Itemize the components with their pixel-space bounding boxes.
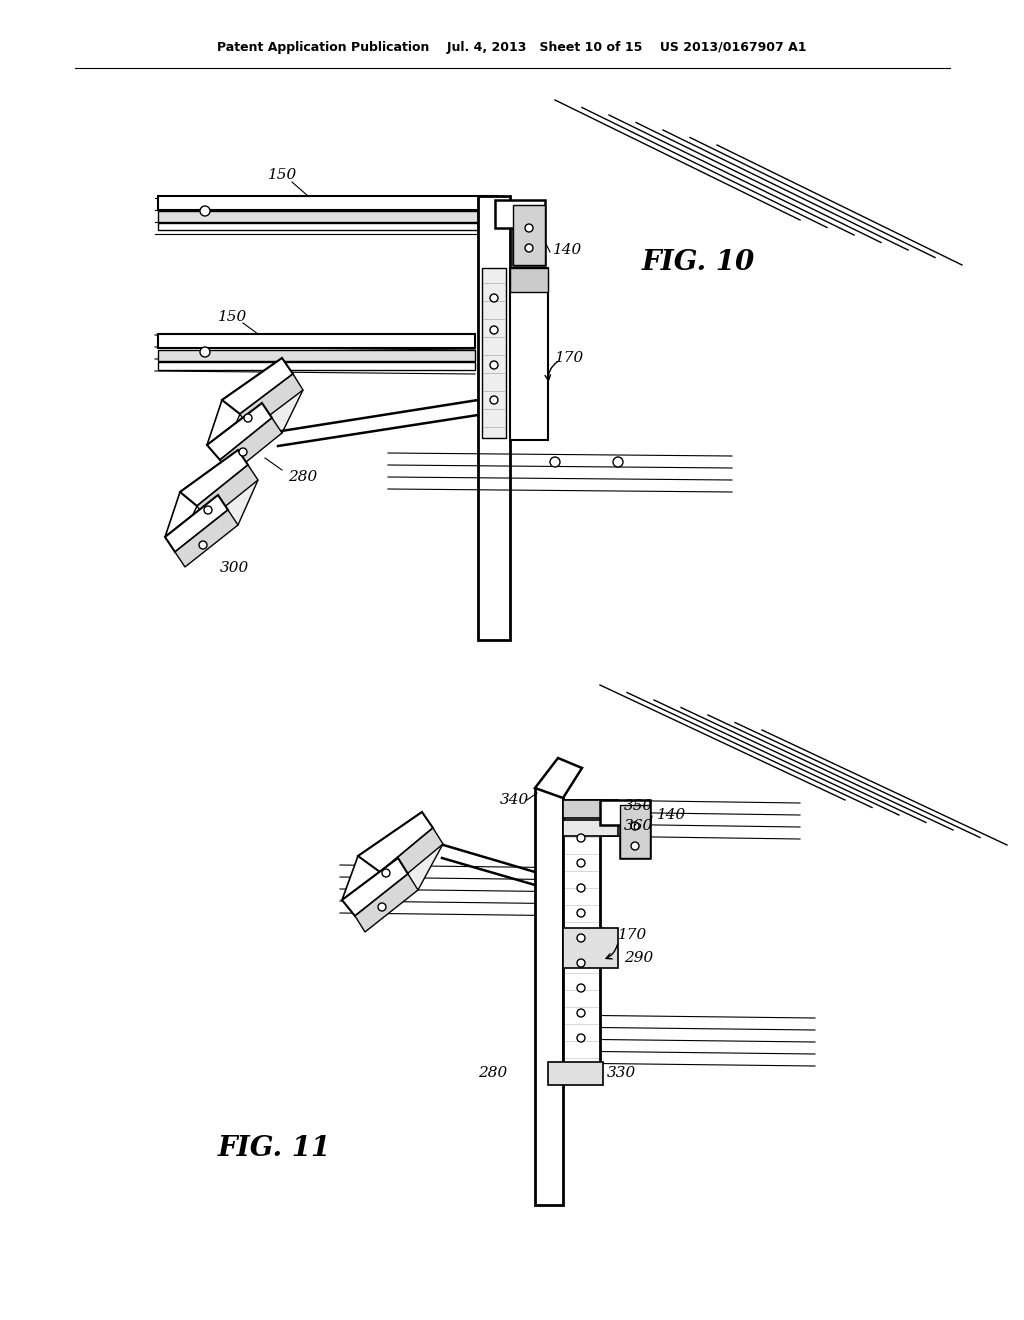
Text: Patent Application Publication    Jul. 4, 2013   Sheet 10 of 15    US 2013/01679: Patent Application Publication Jul. 4, 2… — [217, 41, 807, 54]
Text: 340: 340 — [500, 793, 529, 807]
Circle shape — [378, 903, 386, 911]
Text: FIG. 10: FIG. 10 — [642, 248, 756, 276]
Polygon shape — [207, 403, 272, 459]
Text: 330: 330 — [607, 1067, 636, 1080]
Polygon shape — [478, 195, 510, 640]
Polygon shape — [207, 358, 282, 445]
Text: 170: 170 — [555, 351, 585, 366]
Circle shape — [490, 360, 498, 370]
Circle shape — [200, 347, 210, 356]
Polygon shape — [342, 812, 422, 900]
Polygon shape — [165, 495, 228, 552]
Circle shape — [577, 1034, 585, 1041]
Text: 280: 280 — [478, 1067, 507, 1080]
Polygon shape — [535, 788, 563, 1205]
Circle shape — [577, 834, 585, 842]
Circle shape — [525, 244, 534, 252]
Text: 280: 280 — [288, 470, 317, 484]
Text: 300: 300 — [220, 561, 249, 576]
Circle shape — [550, 457, 560, 467]
Polygon shape — [158, 223, 497, 230]
Text: 140: 140 — [657, 808, 686, 822]
Polygon shape — [535, 758, 582, 799]
Polygon shape — [158, 350, 475, 360]
Polygon shape — [620, 805, 650, 858]
Polygon shape — [380, 828, 443, 888]
Circle shape — [382, 869, 390, 876]
Polygon shape — [600, 800, 650, 858]
Polygon shape — [158, 362, 475, 370]
Circle shape — [200, 206, 210, 216]
Circle shape — [244, 414, 252, 422]
Circle shape — [199, 541, 207, 549]
Polygon shape — [165, 450, 238, 537]
Circle shape — [577, 884, 585, 892]
Text: 170: 170 — [618, 928, 647, 942]
Circle shape — [490, 396, 498, 404]
Text: 150: 150 — [268, 168, 297, 182]
Polygon shape — [355, 874, 418, 932]
Circle shape — [613, 457, 623, 467]
Circle shape — [525, 224, 534, 232]
Circle shape — [204, 506, 212, 513]
Text: 350: 350 — [624, 799, 653, 813]
Polygon shape — [180, 450, 248, 506]
Circle shape — [490, 326, 498, 334]
Polygon shape — [563, 820, 618, 836]
Polygon shape — [220, 418, 282, 475]
Circle shape — [577, 983, 585, 993]
Polygon shape — [197, 465, 258, 521]
Text: 140: 140 — [553, 243, 583, 257]
Polygon shape — [240, 374, 303, 430]
Circle shape — [577, 935, 585, 942]
Polygon shape — [158, 195, 497, 210]
Polygon shape — [222, 358, 293, 414]
Polygon shape — [482, 268, 506, 438]
Circle shape — [490, 294, 498, 302]
Circle shape — [577, 1008, 585, 1016]
Circle shape — [239, 447, 247, 455]
Polygon shape — [563, 800, 618, 818]
Polygon shape — [175, 510, 238, 568]
Polygon shape — [548, 1063, 603, 1085]
Circle shape — [577, 859, 585, 867]
Circle shape — [631, 842, 639, 850]
Polygon shape — [220, 389, 303, 459]
Polygon shape — [510, 268, 548, 292]
Polygon shape — [355, 843, 443, 916]
Polygon shape — [158, 334, 475, 348]
Circle shape — [631, 822, 639, 830]
Polygon shape — [510, 268, 548, 440]
Polygon shape — [358, 812, 433, 873]
Text: 360: 360 — [624, 818, 653, 833]
Polygon shape — [513, 205, 545, 265]
Polygon shape — [563, 800, 600, 1068]
Polygon shape — [495, 201, 545, 265]
Text: 290: 290 — [624, 950, 653, 965]
Text: 150: 150 — [218, 310, 247, 323]
Polygon shape — [563, 928, 618, 968]
Circle shape — [577, 909, 585, 917]
Text: FIG. 11: FIG. 11 — [218, 1134, 331, 1162]
Polygon shape — [342, 858, 408, 916]
Circle shape — [577, 960, 585, 968]
Polygon shape — [175, 480, 258, 552]
Polygon shape — [158, 211, 497, 222]
